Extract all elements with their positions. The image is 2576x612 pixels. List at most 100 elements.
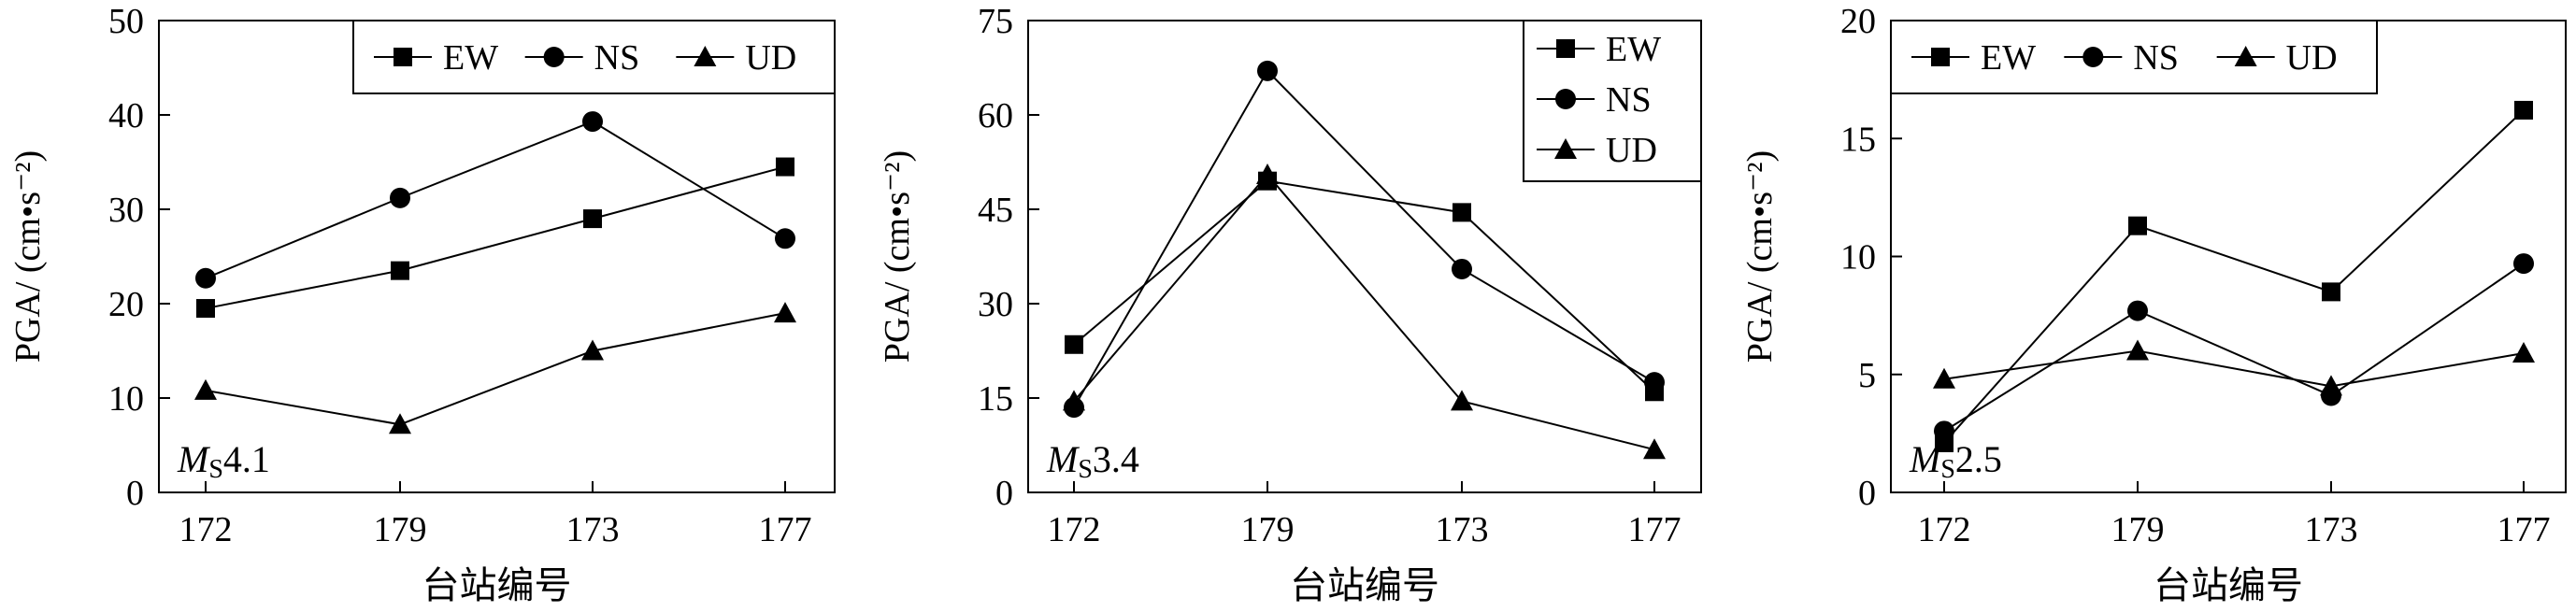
y-tick-label: 0 [1858, 474, 1876, 513]
magnitude-annotation: MS4.1 [177, 438, 270, 484]
data-point-ns [582, 111, 603, 133]
x-tick-label: 172 [1048, 510, 1101, 549]
legend-marker-ew [1931, 48, 1950, 66]
data-point-ud [1063, 390, 1085, 411]
chart-panel-2: 0 15 30 45 60 75 172 179 173 177 台站编号 PGA/ (cm•s⁻²)… [878, 2, 1702, 606]
data-point-ns [1644, 372, 1665, 393]
y-tick-label: 15 [1840, 120, 1876, 159]
legend-box [1890, 20, 2378, 94]
data-point-ew [391, 261, 409, 280]
legend-label-ud: UD [2286, 38, 2338, 78]
y-tick-label: 20 [1840, 2, 1876, 41]
legend-marker-ud [1554, 138, 1577, 159]
series-line-ud [1943, 349, 2525, 388]
y-tick-label: 5 [1858, 356, 1876, 395]
legend-label-ns: NS [1606, 80, 1652, 120]
x-tick-label: 179 [374, 510, 427, 549]
data-point-ew [196, 299, 215, 319]
x-tick-label: 179 [2111, 510, 2165, 549]
data-point-ew [2128, 216, 2147, 235]
x-tick-label: 177 [2497, 510, 2551, 549]
x-axis-label: 台站编号 [2154, 564, 2303, 606]
data-point-ns [195, 267, 216, 289]
data-point-ew [776, 157, 794, 177]
x-axis-label: 台站编号 [1290, 564, 1439, 606]
legend-label-ns: NS [2133, 38, 2179, 78]
magnitude-annotation: MS3.4 [1046, 438, 1139, 484]
y-tick-label: 15 [978, 379, 1013, 419]
x-tick-label: 177 [1628, 510, 1682, 549]
legend-marker-ew [394, 48, 412, 66]
data-point-ew [2514, 100, 2533, 120]
data-point-ud [1451, 390, 1473, 411]
series-line-ns [1073, 69, 1655, 408]
legend-label-ew: EW [1981, 38, 2036, 78]
x-tick-label: 173 [2305, 510, 2358, 549]
legend-marker-ns [2082, 47, 2104, 67]
y-tick-label: 50 [108, 2, 144, 41]
x-tick-label: 179 [1241, 510, 1295, 549]
data-point-ud [1643, 438, 1666, 460]
x-axis-label: 台站编号 [422, 564, 572, 606]
y-tick-label: 10 [108, 379, 144, 419]
data-point-ud [194, 378, 217, 400]
data-point-ew [583, 209, 602, 229]
y-tick-label: 40 [108, 96, 144, 135]
legend-marker-ew [1556, 39, 1575, 58]
x-tick-label: 177 [759, 510, 812, 549]
data-point-ud [1256, 163, 1279, 184]
y-tick-label: 45 [978, 191, 1013, 230]
data-point-ud [1933, 367, 1955, 389]
series-line-ew [1943, 109, 2525, 444]
series-line-ns [1943, 263, 2525, 433]
legend: EW NS UD [1890, 20, 2378, 94]
magnitude-annotation: MS2.5 [1909, 438, 2002, 484]
plot-frame [1027, 20, 1702, 493]
series-line-ud [205, 312, 786, 426]
data-point-ud [774, 302, 796, 323]
legend-marker-ns [543, 47, 565, 67]
series-line-ud [1073, 173, 1655, 451]
y-tick-label: 20 [108, 285, 144, 324]
data-point-ns [1257, 60, 1278, 81]
y-tick-label: 0 [126, 474, 144, 513]
data-point-ns [775, 228, 795, 249]
data-point-ud [2320, 375, 2342, 396]
data-point-ew [1065, 334, 1083, 354]
data-point-ud [2126, 339, 2149, 361]
data-point-ud [2512, 342, 2535, 363]
data-point-ns [1452, 258, 1472, 279]
y-axis-label: PGA/ (cm•s⁻²) [878, 150, 917, 363]
chart-panel-3: 0 5 10 15 20 172 179 173 177 台站编号 PGA/ (cm•s⁻²) MS2… [1740, 2, 2567, 606]
y-axis-label: PGA/ (cm•s⁻²) [8, 150, 48, 363]
data-point-ns [1934, 420, 1954, 442]
legend: EW NS UD [1523, 20, 1702, 182]
y-tick-label: 10 [1840, 238, 1876, 278]
data-point-ns [390, 187, 410, 208]
y-tick-label: 0 [995, 474, 1013, 513]
x-tick-label: 172 [1918, 510, 1971, 549]
legend-label-ew: EW [443, 38, 498, 78]
legend: EW NS UD [352, 20, 836, 94]
data-point-ns [2127, 300, 2148, 321]
x-tick-label: 173 [1436, 510, 1489, 549]
x-tick-label: 172 [179, 510, 233, 549]
legend-marker-ud [2234, 46, 2257, 66]
legend-marker-ns [1555, 89, 1576, 109]
legend-marker-ud [694, 46, 717, 66]
series-line-ew [205, 165, 786, 310]
legend-label-ud: UD [745, 38, 796, 78]
legend-box [352, 20, 836, 94]
legend-box [1523, 20, 1702, 182]
legend-label-ud: UD [1606, 131, 1657, 170]
chart-panel-1: 0 10 20 30 40 50 172 179 173 177 台站编号 PGA/ (cm•s⁻²)… [8, 2, 836, 606]
data-point-ud [389, 413, 411, 434]
legend-label-ns: NS [594, 38, 640, 78]
legend-label-ew: EW [1606, 30, 1661, 69]
series-line-ns [205, 120, 786, 279]
y-tick-label: 75 [978, 2, 1013, 41]
y-axis-label: PGA/ (cm•s⁻²) [1740, 150, 1780, 363]
data-point-ew [1453, 203, 1471, 222]
